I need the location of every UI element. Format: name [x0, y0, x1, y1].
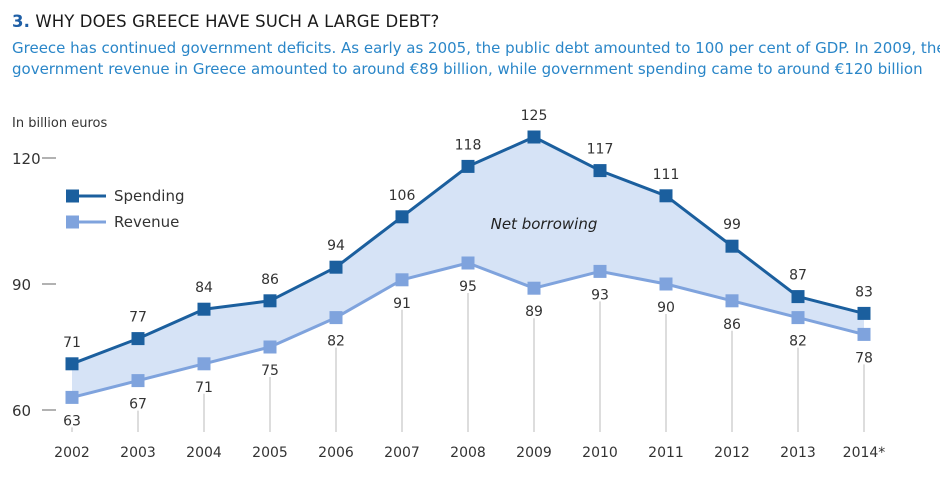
x-tick-label-2003: 2003 [120, 445, 156, 461]
revenue-value-label-2006: 82 [327, 334, 345, 350]
x-tick-label-2002: 2002 [54, 445, 90, 461]
spending-value-label-2013: 87 [789, 268, 807, 284]
legend-label-spending: Spending [114, 187, 185, 205]
spending-value-label-2008: 118 [455, 137, 482, 153]
spending-point-2007 [395, 210, 409, 224]
revenue-value-label-2007: 91 [393, 296, 411, 312]
revenue-value-label-2008: 95 [459, 279, 477, 295]
spending-value-label-2011: 111 [653, 167, 680, 183]
subtitle-line-1: Greece has continued government deficits… [12, 39, 940, 57]
chart-title-text: WHY DOES GREECE HAVE SUCH A LARGE DEBT? [35, 12, 440, 31]
spending-value-label-2009: 125 [521, 108, 548, 124]
revenue-point-2006 [329, 311, 343, 325]
spending-point-2002 [65, 357, 79, 371]
revenue-value-label-2014*: 78 [855, 350, 873, 366]
x-tick-label-2009: 2009 [516, 445, 552, 461]
spending-point-2009 [527, 130, 541, 144]
revenue-point-2005 [263, 340, 277, 354]
spending-value-label-2003: 77 [129, 310, 147, 326]
spending-point-2005 [263, 294, 277, 308]
x-tick-label-2011: 2011 [648, 445, 684, 461]
chart-legend: Spending Revenue [66, 187, 185, 231]
revenue-point-2004 [197, 357, 211, 371]
y-tick-label-90: 90 [12, 276, 31, 294]
spending-value-label-2002: 71 [63, 335, 81, 351]
spending-value-label-2005: 86 [261, 272, 279, 288]
spending-value-label-2010: 117 [587, 142, 614, 158]
revenue-value-label-2004: 71 [195, 380, 213, 396]
y-tick-label-60: 60 [12, 402, 31, 420]
revenue-point-2009 [527, 281, 541, 295]
x-tick-label-2012: 2012 [714, 445, 750, 461]
revenue-value-label-2013: 82 [789, 334, 807, 350]
spending-point-2004 [197, 302, 211, 316]
spending-value-label-2007: 106 [389, 188, 416, 204]
revenue-point-2010 [593, 264, 607, 278]
legend-marker-revenue [66, 215, 79, 229]
legend-marker-spending [66, 189, 79, 203]
revenue-point-2014* [857, 327, 871, 341]
spending-point-2011 [659, 189, 673, 203]
spending-point-2013 [791, 290, 805, 304]
net-borrowing-annotation: Net borrowing [491, 215, 598, 233]
revenue-point-2003 [131, 374, 145, 388]
x-tick-label-2004: 2004 [186, 445, 222, 461]
revenue-value-label-2010: 93 [591, 287, 609, 303]
spending-value-label-2004: 84 [195, 280, 213, 296]
x-tick-label-2008: 2008 [450, 445, 486, 461]
spending-value-label-2012: 99 [723, 217, 741, 233]
spending-point-2010 [593, 164, 607, 178]
revenue-point-2012 [725, 294, 739, 308]
revenue-point-2011 [659, 277, 673, 291]
revenue-value-label-2005: 75 [261, 363, 279, 379]
x-tick-label-2007: 2007 [384, 445, 420, 461]
spending-point-2008 [461, 159, 475, 173]
y-axis-unit-label: In billion euros [12, 116, 107, 131]
spending-point-2012 [725, 239, 739, 253]
x-tick-label-2010: 2010 [582, 445, 618, 461]
revenue-point-2013 [791, 311, 805, 325]
x-tick-label-2006: 2006 [318, 445, 354, 461]
chart-subtitle: Greece has continued government deficits… [12, 38, 940, 80]
chart-title: 3. WHY DOES GREECE HAVE SUCH A LARGE DEB… [12, 10, 940, 34]
revenue-point-2008 [461, 256, 475, 270]
spending-value-label-2014*: 83 [855, 284, 873, 300]
x-tick-label-2014*: 2014* [843, 445, 886, 461]
revenue-value-label-2011: 90 [657, 300, 675, 316]
chart-number: 3. [12, 12, 30, 31]
revenue-value-label-2003: 67 [129, 397, 147, 413]
revenue-point-2002 [65, 390, 79, 404]
chart-header: 3. WHY DOES GREECE HAVE SUCH A LARGE DEB… [12, 10, 940, 80]
revenue-value-label-2009: 89 [525, 304, 543, 320]
subtitle-line-2: government revenue in Greece amounted to… [12, 60, 923, 78]
spending-value-label-2006: 94 [327, 238, 345, 254]
spending-point-2006 [329, 260, 343, 274]
spending-point-2014* [857, 306, 871, 320]
x-tick-label-2005: 2005 [252, 445, 288, 461]
x-tick-label-2013: 2013 [780, 445, 816, 461]
y-tick-label-120: 120 [12, 150, 41, 168]
revenue-value-label-2012: 86 [723, 317, 741, 333]
legend-label-revenue: Revenue [114, 213, 179, 231]
spending-point-2003 [131, 332, 145, 346]
revenue-value-label-2002: 63 [63, 413, 81, 429]
revenue-point-2007 [395, 273, 409, 287]
